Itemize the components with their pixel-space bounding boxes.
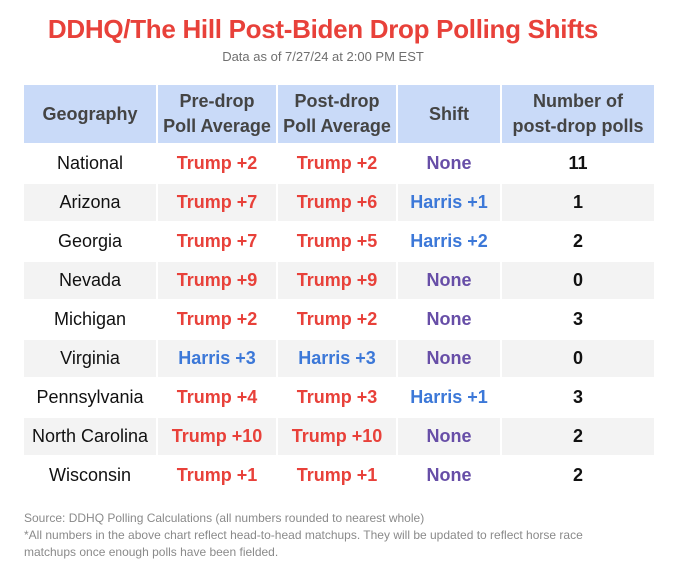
column-header-poll-count: Number of post-drop polls	[502, 85, 654, 143]
table-row: Nevada Trump +9 Trump +9 None 0	[24, 262, 654, 299]
column-header-pre-drop: Pre-drop Poll Average	[158, 85, 278, 143]
cell-poll-count: 11	[502, 145, 654, 182]
cell-geography: North Carolina	[24, 418, 158, 455]
disclaimer-line-2: matchups once enough polls have been fie…	[24, 545, 279, 559]
chart-subtitle: Data as of 7/27/24 at 2:00 PM EST	[222, 49, 424, 64]
cell-post-drop: Trump +9	[278, 262, 398, 299]
cell-post-drop: Harris +3	[278, 340, 398, 377]
footer-notes: Source: DDHQ Polling Calculations (all n…	[24, 510, 654, 561]
cell-post-drop: Trump +10	[278, 418, 398, 455]
table-row: Michigan Trump +2 Trump +2 None 3	[24, 301, 654, 338]
cell-pre-drop: Trump +1	[158, 457, 278, 494]
cell-pre-drop: Trump +4	[158, 379, 278, 416]
cell-shift: None	[398, 340, 502, 377]
cell-poll-count: 2	[502, 223, 654, 260]
cell-geography: Michigan	[24, 301, 158, 338]
cell-geography: Virginia	[24, 340, 158, 377]
cell-pre-drop: Trump +7	[158, 184, 278, 221]
cell-post-drop: Trump +6	[278, 184, 398, 221]
disclaimer-line-1: *All numbers in the above chart reflect …	[24, 528, 583, 542]
cell-poll-count: 3	[502, 379, 654, 416]
cell-geography: National	[24, 145, 158, 182]
cell-pre-drop: Harris +3	[158, 340, 278, 377]
cell-shift: None	[398, 301, 502, 338]
cell-shift: None	[398, 262, 502, 299]
table-row: Pennsylvania Trump +4 Trump +3 Harris +1 3	[24, 379, 654, 416]
cell-pre-drop: Trump +7	[158, 223, 278, 260]
column-header-geography: Geography	[24, 85, 158, 143]
cell-shift: None	[398, 457, 502, 494]
cell-poll-count: 1	[502, 184, 654, 221]
column-header-post-drop: Post-drop Poll Average	[278, 85, 398, 143]
cell-shift: Harris +1	[398, 184, 502, 221]
cell-pre-drop: Trump +10	[158, 418, 278, 455]
cell-poll-count: 3	[502, 301, 654, 338]
cell-poll-count: 2	[502, 418, 654, 455]
cell-shift: None	[398, 145, 502, 182]
table-row: Virginia Harris +3 Harris +3 None 0	[24, 340, 654, 377]
table-row: Georgia Trump +7 Trump +5 Harris +2 2	[24, 223, 654, 260]
cell-poll-count: 2	[502, 457, 654, 494]
chart-title: DDHQ/The Hill Post-Biden Drop Polling Sh…	[47, 14, 599, 44]
cell-post-drop: Trump +5	[278, 223, 398, 260]
source-note: Source: DDHQ Polling Calculations (all n…	[24, 511, 425, 525]
cell-geography: Georgia	[24, 223, 158, 260]
table-row: National Trump +2 Trump +2 None 11	[24, 145, 654, 182]
cell-pre-drop: Trump +2	[158, 145, 278, 182]
cell-shift: None	[398, 418, 502, 455]
table-row: North Carolina Trump +10 Trump +10 None 2	[24, 418, 654, 455]
polling-table: Geography Pre-drop Poll Average Post-drop…	[24, 83, 654, 496]
cell-post-drop: Trump +2	[278, 145, 398, 182]
cell-pre-drop: Trump +2	[158, 301, 278, 338]
cell-poll-count: 0	[502, 262, 654, 299]
header-row: Geography Pre-drop Poll Average Post-drop…	[24, 85, 654, 143]
column-header-shift: Shift	[398, 85, 502, 143]
cell-geography: Pennsylvania	[24, 379, 158, 416]
cell-poll-count: 0	[502, 340, 654, 377]
cell-post-drop: Trump +2	[278, 301, 398, 338]
cell-geography: Arizona	[24, 184, 158, 221]
table-body: National Trump +2 Trump +2 None 11 Arizona Tru…	[24, 145, 654, 494]
table-row: Wisconsin Trump +1 Trump +1 None 2	[24, 457, 654, 494]
cell-pre-drop: Trump +9	[158, 262, 278, 299]
cell-post-drop: Trump +3	[278, 379, 398, 416]
cell-shift: Harris +1	[398, 379, 502, 416]
cell-shift: Harris +2	[398, 223, 502, 260]
cell-geography: Wisconsin	[24, 457, 158, 494]
cell-post-drop: Trump +1	[278, 457, 398, 494]
table-row: Arizona Trump +7 Trump +6 Harris +1 1	[24, 184, 654, 221]
cell-geography: Nevada	[24, 262, 158, 299]
